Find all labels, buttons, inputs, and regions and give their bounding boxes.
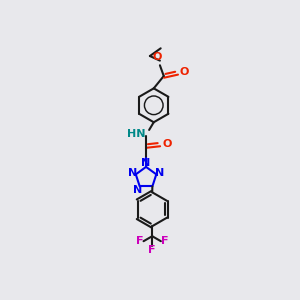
Text: O: O	[180, 67, 189, 77]
Text: N: N	[133, 184, 142, 194]
Text: N: N	[155, 168, 165, 178]
Text: N: N	[141, 158, 151, 168]
Text: F: F	[136, 236, 143, 246]
Text: HN: HN	[127, 129, 145, 139]
Text: N: N	[128, 168, 137, 178]
Text: O: O	[162, 139, 172, 149]
Text: O: O	[153, 52, 162, 62]
Text: F: F	[161, 236, 169, 246]
Text: F: F	[148, 245, 156, 255]
